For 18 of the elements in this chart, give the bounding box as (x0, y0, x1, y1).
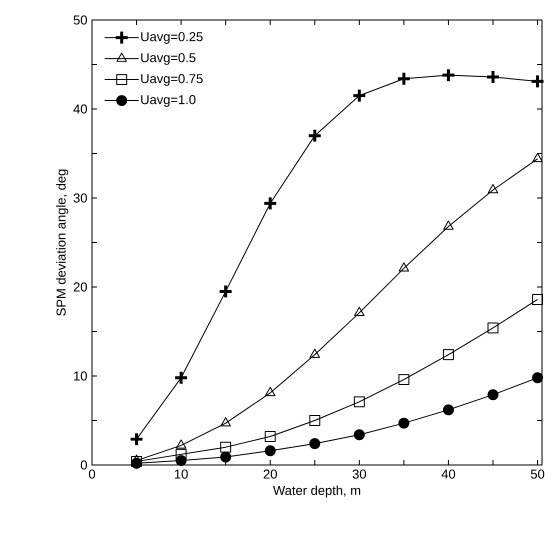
x-axis-title: Water depth, m (273, 486, 360, 498)
y-tick-label: 40 (73, 104, 87, 114)
legend-label: Uavg=0.25 (141, 32, 203, 44)
x-tick-label: 30 (352, 470, 366, 479)
x-tick-label: 20 (264, 470, 277, 479)
x-tick-label: 10 (174, 470, 188, 479)
legend-label: Uavg=0.5 (141, 53, 196, 65)
y-tick-label: 30 (74, 193, 87, 203)
y-tick-label: 20 (74, 282, 87, 292)
legend-label: Uavg=1.0 (141, 95, 196, 107)
y-tick-label: 50 (74, 15, 87, 25)
y-tick-label: 10 (74, 371, 87, 381)
x-tick-label: 40 (442, 470, 456, 479)
y-tick-label: 0 (80, 460, 87, 470)
x-tick-label: 50 (530, 470, 544, 479)
x-tick-label: 0 (88, 470, 96, 479)
y-axis-title: SPM deviation angle, deg (56, 170, 68, 316)
legend-label: Uavg=0.75 (141, 74, 203, 86)
